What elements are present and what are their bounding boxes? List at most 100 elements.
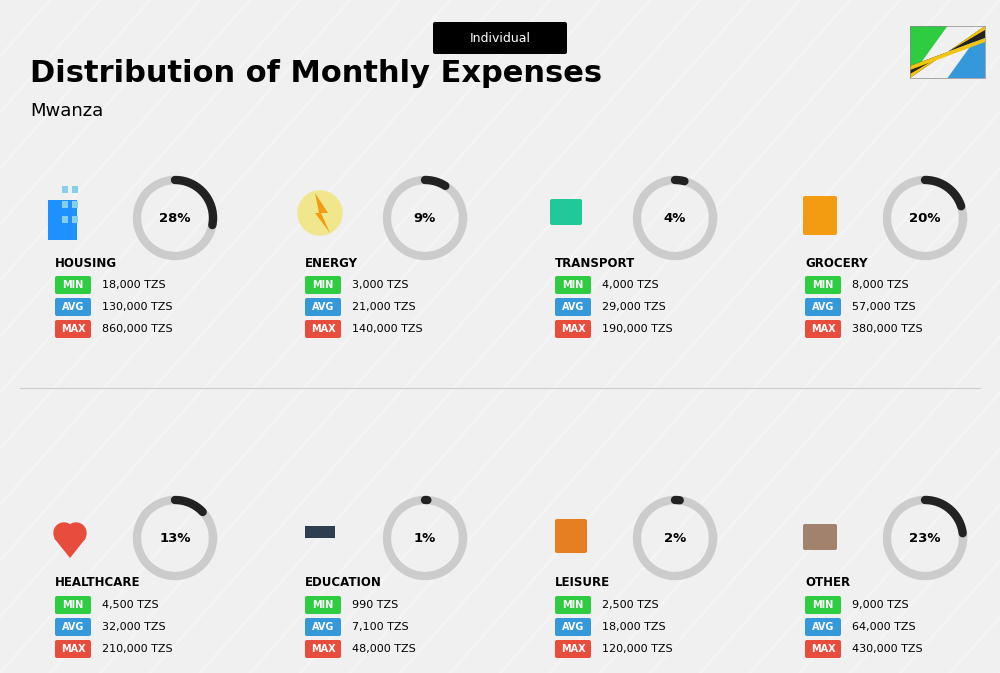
Text: 3,000 TZS: 3,000 TZS — [352, 280, 408, 290]
Text: MAX: MAX — [811, 324, 835, 334]
Polygon shape — [910, 26, 948, 78]
FancyBboxPatch shape — [55, 276, 91, 294]
FancyBboxPatch shape — [305, 276, 341, 294]
FancyBboxPatch shape — [305, 320, 341, 338]
Text: AVG: AVG — [62, 622, 84, 632]
FancyBboxPatch shape — [305, 640, 341, 658]
Text: 13%: 13% — [159, 532, 191, 544]
FancyBboxPatch shape — [805, 618, 841, 636]
Text: LEISURE: LEISURE — [555, 577, 610, 590]
FancyBboxPatch shape — [433, 22, 567, 54]
Polygon shape — [948, 26, 985, 78]
Text: 2,500 TZS: 2,500 TZS — [602, 600, 659, 610]
Text: 32,000 TZS: 32,000 TZS — [102, 622, 166, 632]
FancyBboxPatch shape — [62, 186, 68, 193]
Text: 21,000 TZS: 21,000 TZS — [352, 302, 416, 312]
Text: MIN: MIN — [312, 280, 334, 290]
Text: 2%: 2% — [664, 532, 686, 544]
Text: 57,000 TZS: 57,000 TZS — [852, 302, 916, 312]
Text: MAX: MAX — [561, 644, 585, 654]
FancyBboxPatch shape — [55, 298, 91, 316]
Text: 4,000 TZS: 4,000 TZS — [602, 280, 659, 290]
FancyBboxPatch shape — [305, 526, 335, 538]
FancyBboxPatch shape — [48, 200, 77, 240]
FancyBboxPatch shape — [555, 519, 587, 553]
Text: Mwanza: Mwanza — [30, 102, 103, 120]
FancyBboxPatch shape — [555, 618, 591, 636]
FancyBboxPatch shape — [62, 201, 68, 208]
Circle shape — [298, 191, 342, 235]
Text: 28%: 28% — [159, 211, 191, 225]
Text: 4%: 4% — [664, 211, 686, 225]
Text: 120,000 TZS: 120,000 TZS — [602, 644, 673, 654]
FancyBboxPatch shape — [55, 320, 91, 338]
Text: MIN: MIN — [812, 600, 834, 610]
Polygon shape — [54, 538, 86, 558]
Text: TRANSPORT: TRANSPORT — [555, 256, 635, 269]
Text: 29,000 TZS: 29,000 TZS — [602, 302, 666, 312]
Text: MAX: MAX — [61, 644, 85, 654]
FancyBboxPatch shape — [805, 320, 841, 338]
FancyBboxPatch shape — [550, 199, 582, 225]
Text: MIN: MIN — [62, 600, 84, 610]
Text: AVG: AVG — [312, 302, 334, 312]
FancyBboxPatch shape — [55, 596, 91, 614]
FancyBboxPatch shape — [305, 596, 341, 614]
Text: MIN: MIN — [312, 600, 334, 610]
FancyBboxPatch shape — [555, 596, 591, 614]
Text: OTHER: OTHER — [805, 577, 850, 590]
Text: EDUCATION: EDUCATION — [305, 577, 382, 590]
FancyBboxPatch shape — [555, 298, 591, 316]
Text: MIN: MIN — [562, 280, 584, 290]
Text: 860,000 TZS: 860,000 TZS — [102, 324, 173, 334]
Text: 9,000 TZS: 9,000 TZS — [852, 600, 909, 610]
Text: 9%: 9% — [414, 211, 436, 225]
FancyBboxPatch shape — [305, 298, 341, 316]
FancyBboxPatch shape — [555, 320, 591, 338]
Text: MAX: MAX — [311, 644, 335, 654]
Text: AVG: AVG — [562, 302, 584, 312]
Text: 48,000 TZS: 48,000 TZS — [352, 644, 416, 654]
Polygon shape — [910, 38, 985, 70]
Text: 20%: 20% — [909, 211, 941, 225]
Text: MAX: MAX — [61, 324, 85, 334]
Text: MAX: MAX — [811, 644, 835, 654]
Text: 430,000 TZS: 430,000 TZS — [852, 644, 923, 654]
FancyBboxPatch shape — [62, 216, 68, 223]
FancyBboxPatch shape — [305, 618, 341, 636]
Text: AVG: AVG — [562, 622, 584, 632]
Text: MAX: MAX — [561, 324, 585, 334]
Text: MIN: MIN — [62, 280, 84, 290]
FancyBboxPatch shape — [803, 196, 837, 235]
Text: AVG: AVG — [812, 622, 834, 632]
Text: MAX: MAX — [311, 324, 335, 334]
FancyBboxPatch shape — [72, 201, 78, 208]
FancyBboxPatch shape — [55, 640, 91, 658]
Text: 7,100 TZS: 7,100 TZS — [352, 622, 409, 632]
Text: 1%: 1% — [414, 532, 436, 544]
Text: ENERGY: ENERGY — [305, 256, 358, 269]
Text: 64,000 TZS: 64,000 TZS — [852, 622, 916, 632]
FancyBboxPatch shape — [55, 618, 91, 636]
Polygon shape — [910, 26, 985, 78]
Circle shape — [54, 523, 74, 543]
Text: 4,500 TZS: 4,500 TZS — [102, 600, 159, 610]
FancyBboxPatch shape — [803, 524, 837, 550]
Circle shape — [66, 523, 86, 543]
Text: 210,000 TZS: 210,000 TZS — [102, 644, 173, 654]
Text: 23%: 23% — [909, 532, 941, 544]
Text: Distribution of Monthly Expenses: Distribution of Monthly Expenses — [30, 59, 602, 87]
Text: 140,000 TZS: 140,000 TZS — [352, 324, 423, 334]
FancyBboxPatch shape — [805, 276, 841, 294]
FancyBboxPatch shape — [72, 216, 78, 223]
FancyBboxPatch shape — [555, 276, 591, 294]
FancyBboxPatch shape — [805, 596, 841, 614]
Polygon shape — [315, 193, 330, 233]
Text: HOUSING: HOUSING — [55, 256, 117, 269]
Text: 380,000 TZS: 380,000 TZS — [852, 324, 923, 334]
Text: AVG: AVG — [812, 302, 834, 312]
Text: MIN: MIN — [812, 280, 834, 290]
FancyBboxPatch shape — [555, 640, 591, 658]
Text: HEALTHCARE: HEALTHCARE — [55, 577, 140, 590]
Text: 990 TZS: 990 TZS — [352, 600, 398, 610]
